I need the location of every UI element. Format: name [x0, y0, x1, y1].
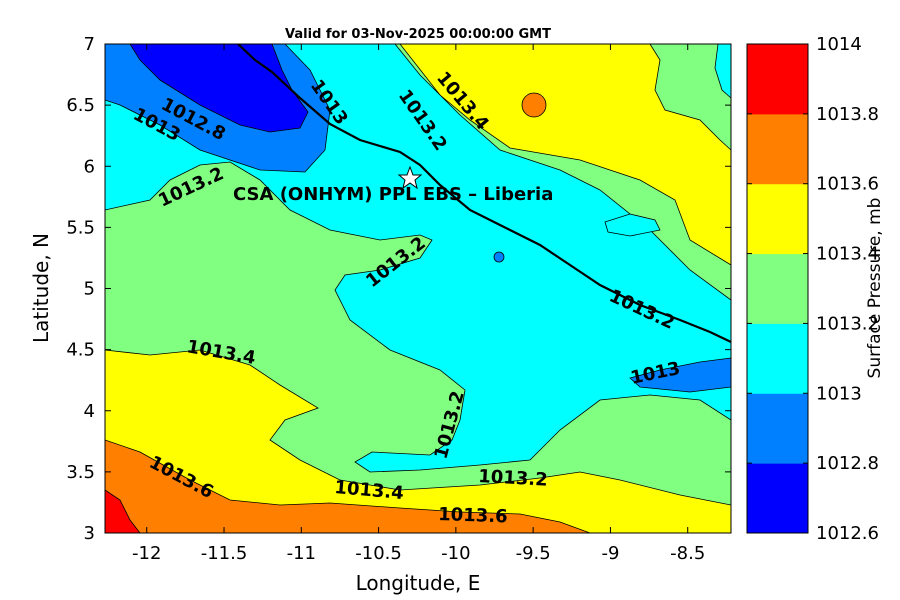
- chart-title: Valid for 03-Nov-2025 00:00:00 GMT: [285, 27, 551, 42]
- colorbar: 1012.6 1012.8 1013 1013.2 1013.4 1013.6 1013.8…: [746, 34, 879, 544]
- y-tick-label: 6: [84, 156, 95, 177]
- colorbar-tick-label: 1014: [816, 34, 862, 55]
- y-tick-label: 5: [84, 279, 95, 300]
- x-tick-label: -9.5: [516, 543, 551, 564]
- x-tick-label: -9: [601, 543, 619, 564]
- x-tick-label: -11.5: [201, 543, 248, 564]
- y-tick-label: 5.5: [66, 217, 95, 238]
- band-1013.6-blob: [521, 92, 547, 118]
- x-axis-label: Longitude, E: [356, 571, 481, 595]
- colorbar-swatch: [747, 463, 808, 534]
- colorbar-frame: [746, 43, 809, 534]
- y-tick-label: 7: [84, 34, 95, 55]
- colorbar-swatch: [747, 253, 808, 324]
- y-tick-label: 3.5: [66, 462, 95, 483]
- colorbar-tick-label: 1012.8: [816, 453, 879, 474]
- colorbar-swatch: [747, 183, 808, 255]
- band-1013.8: [105, 489, 141, 533]
- contour-fills: [105, 44, 731, 533]
- colorbar-tick-label: 1013: [816, 383, 862, 404]
- y-tick-label: 6.5: [66, 95, 95, 116]
- site-star-marker: [397, 165, 423, 190]
- x-tick-label: -8.5: [670, 543, 705, 564]
- x-axis: -12 -11.5 -11 -10.5 -10 -9.5 -9 -8.5: [132, 44, 705, 564]
- colorbar-tick-label: 1012.6: [816, 523, 879, 544]
- colorbar-swatch: [747, 323, 808, 394]
- band-1012.8-dot: [493, 251, 505, 263]
- band-1013-topright: [714, 44, 731, 99]
- colorbar-tick-label: 1013.4: [816, 244, 879, 265]
- band-1012.8-right: [629, 357, 731, 393]
- site-annotation: CSA (ONHYM) PPL EBS – Liberia: [233, 184, 553, 205]
- y-axis-label: Latitude, N: [29, 233, 53, 343]
- colorbar-tick-label: 1013.6: [816, 174, 879, 195]
- y-tick-label: 3: [84, 523, 95, 544]
- x-tick-label: -10.5: [355, 543, 402, 564]
- y-tick-label: 4.5: [66, 340, 95, 361]
- colorbar-swatch: [747, 393, 808, 464]
- coastline: [237, 44, 731, 343]
- x-tick-label: -10: [441, 543, 470, 564]
- band-1013-patch: [604, 213, 661, 237]
- band-1013.6: [105, 439, 591, 533]
- band-1013.4-top: [399, 44, 731, 266]
- contour-label: 1013.6: [438, 504, 508, 527]
- colorbar-swatch: [747, 44, 808, 115]
- contour-label: 1013.2: [478, 466, 548, 491]
- colorbar-swatch: [747, 113, 808, 185]
- colorbar-tick-label: 1013.8: [816, 104, 879, 125]
- x-tick-label: -12: [132, 543, 161, 564]
- colorbar-tick-label: 1013.2: [816, 313, 879, 334]
- colorbar-label: Surface Pressure, mb: [865, 198, 885, 379]
- y-axis: 3 3.5 4 4.5 5 5.5 6 6.5 7: [66, 34, 731, 544]
- x-tick-label: -11: [287, 543, 316, 564]
- band-1013.4-bottom: [105, 349, 731, 533]
- y-tick-label: 4: [84, 401, 95, 422]
